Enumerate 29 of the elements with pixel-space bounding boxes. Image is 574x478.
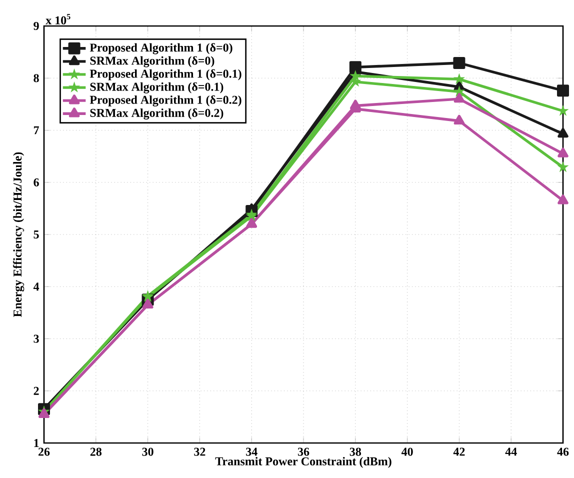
- legend-label: Proposed Algorithm 1 (δ=0.2): [90, 95, 242, 106]
- y-tick-label: 7: [34, 126, 39, 134]
- y-tick-label: 1: [34, 439, 39, 447]
- x-tick-label: 38: [350, 448, 362, 456]
- x-tick-label: 34: [246, 448, 258, 456]
- x-tick-label: 28: [90, 448, 102, 456]
- y-tick-label: 9: [34, 22, 39, 30]
- x-tick-label: 40: [401, 448, 413, 456]
- legend-label: SRMax Algorithm (δ=0.1): [90, 82, 224, 94]
- x-tick-label: 46: [557, 448, 569, 456]
- x-tick-label: 42: [453, 448, 465, 456]
- y-tick-label: 2: [34, 386, 39, 395]
- y-tick-label: 8: [34, 74, 39, 82]
- x-tick-label: 44: [505, 448, 517, 456]
- x-tick-label: 32: [194, 448, 206, 456]
- x-tick-label: 36: [298, 448, 310, 456]
- y-tick-label: 4: [33, 282, 40, 291]
- y-tick-label: 3: [34, 334, 39, 343]
- legend-label: SRMax Algorithm (δ=0.2): [90, 108, 224, 120]
- legend-label: Proposed Algorithm 1 (δ=0): [90, 43, 232, 54]
- legend-label: SRMax Algorithm (δ=0): [90, 56, 214, 68]
- x-tick-label: 30: [142, 448, 154, 456]
- y-tick-label: 6: [34, 178, 39, 186]
- x-axis-title: Transmit Power Constraint (dBm): [215, 456, 392, 468]
- y-tick-label: 5: [34, 230, 39, 238]
- x-tick-label: 26: [38, 448, 50, 456]
- y-axis-title: Energy Efficiency (bit/Hz/Joule): [13, 152, 24, 317]
- text: x 10$^{5}$: [46, 14, 70, 24]
- legend-label: Proposed Algorithm 1 (δ=0.1): [90, 69, 242, 80]
